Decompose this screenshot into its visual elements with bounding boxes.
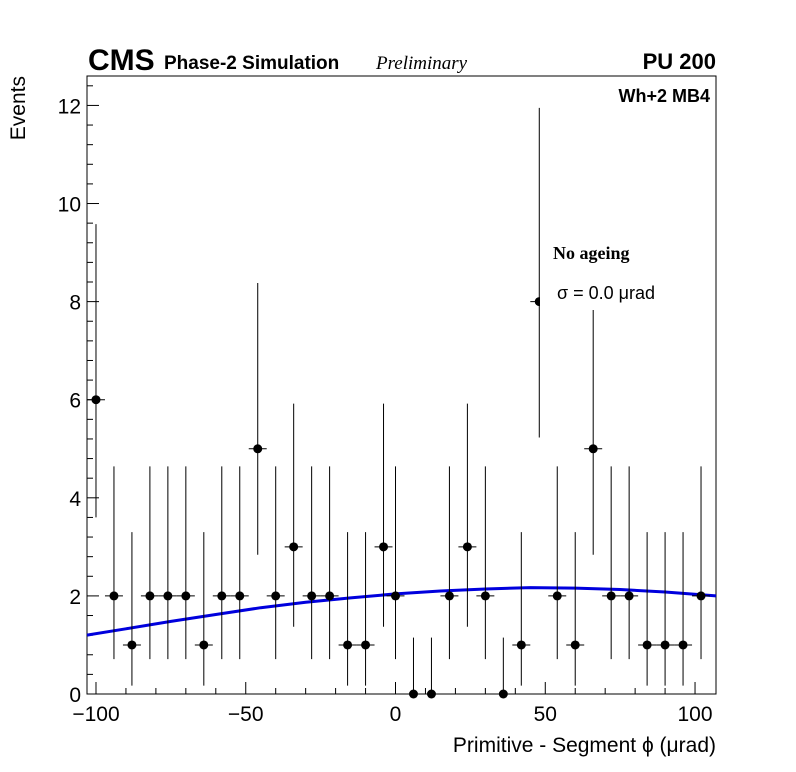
no-ageing-label: No ageing xyxy=(553,243,630,263)
data-point xyxy=(458,403,477,627)
data-point xyxy=(602,466,621,660)
data-marker xyxy=(199,640,209,650)
data-marker xyxy=(181,591,191,601)
data-marker xyxy=(570,640,580,650)
data-marker xyxy=(588,444,598,454)
data-point xyxy=(194,532,213,686)
data-point xyxy=(284,403,303,627)
data-point xyxy=(266,466,285,660)
y-tick-label: 6 xyxy=(69,390,81,413)
y-tick-label: 10 xyxy=(58,194,81,217)
data-marker xyxy=(289,542,299,552)
data-marker xyxy=(606,591,616,601)
data-point xyxy=(176,466,195,660)
data-marker xyxy=(462,542,472,552)
data-point xyxy=(386,466,405,660)
data-marker xyxy=(408,689,418,699)
data-point xyxy=(356,532,375,686)
data-marker xyxy=(444,591,454,601)
data-point xyxy=(374,403,393,627)
data-point xyxy=(87,224,105,518)
x-tick-label: 50 xyxy=(534,703,557,726)
x-tick-label: 100 xyxy=(678,703,713,726)
data-marker xyxy=(624,591,634,601)
data-marker xyxy=(660,640,670,650)
data-marker xyxy=(696,591,706,601)
data-points-layer xyxy=(87,107,711,699)
data-marker xyxy=(325,591,335,601)
chamber-label: Wh+2 MB4 xyxy=(618,86,710,106)
data-point xyxy=(548,466,567,660)
data-point xyxy=(692,466,711,660)
data-point xyxy=(512,532,531,686)
data-marker xyxy=(343,640,353,650)
data-point xyxy=(140,466,159,660)
data-marker xyxy=(361,640,371,650)
data-marker xyxy=(91,395,101,405)
data-marker xyxy=(426,689,436,699)
data-marker xyxy=(391,591,401,601)
x-tick-label: −100 xyxy=(72,703,119,726)
data-marker xyxy=(163,591,173,601)
data-marker xyxy=(642,640,652,650)
data-marker xyxy=(235,591,245,601)
data-point xyxy=(302,466,321,660)
data-point xyxy=(122,532,141,686)
plot-frame xyxy=(86,75,717,695)
data-marker xyxy=(678,640,688,650)
sigma-label: σ = 0.0 μrad xyxy=(557,283,655,303)
data-point xyxy=(230,466,249,660)
data-point xyxy=(212,466,231,660)
data-point xyxy=(248,282,267,555)
data-marker xyxy=(271,591,281,601)
data-marker xyxy=(307,591,317,601)
data-marker xyxy=(552,591,562,601)
data-marker xyxy=(145,591,155,601)
y-tick-label: 12 xyxy=(58,95,81,118)
preliminary-label: Preliminary xyxy=(375,53,468,74)
data-marker xyxy=(253,444,263,454)
data-point xyxy=(656,532,675,686)
data-point xyxy=(104,466,123,660)
y-tick-label: 2 xyxy=(69,586,81,609)
y-tick-label: 8 xyxy=(69,292,81,315)
data-point xyxy=(584,282,603,555)
data-point xyxy=(404,637,423,699)
data-point xyxy=(566,532,585,686)
data-point xyxy=(476,466,495,660)
data-marker xyxy=(109,591,119,601)
data-marker xyxy=(498,689,508,699)
data-point xyxy=(422,637,441,699)
phase2-simulation-label: Phase-2 Simulation xyxy=(164,53,339,74)
fit-layer xyxy=(86,586,717,637)
data-point xyxy=(620,466,639,660)
pileup-label: PU 200 xyxy=(643,49,716,74)
data-marker xyxy=(379,542,389,552)
y-tick-label: 4 xyxy=(69,488,81,511)
data-point xyxy=(320,466,339,660)
data-point xyxy=(638,532,657,686)
data-point xyxy=(338,532,357,686)
data-point xyxy=(674,532,693,686)
data-point xyxy=(440,466,459,660)
x-tick-label: −50 xyxy=(228,703,264,726)
annotation-backdrop xyxy=(540,232,680,310)
y-axis-title: Events xyxy=(7,76,30,140)
data-marker xyxy=(217,591,227,601)
y-tick-label: 0 xyxy=(69,684,81,707)
x-tick-label: 0 xyxy=(390,703,402,726)
data-point xyxy=(158,466,177,660)
x-axis-title: Primitive - Segment ϕ (μrad) xyxy=(453,734,716,757)
data-marker xyxy=(516,640,526,650)
fit-curve xyxy=(86,586,717,637)
data-marker xyxy=(480,591,490,601)
data-point xyxy=(494,637,513,699)
cms-label: CMS xyxy=(88,44,155,77)
data-marker xyxy=(127,640,137,650)
axes: −100 −50 0 50 100 0 2 4 6 8 10 12 xyxy=(58,85,713,726)
